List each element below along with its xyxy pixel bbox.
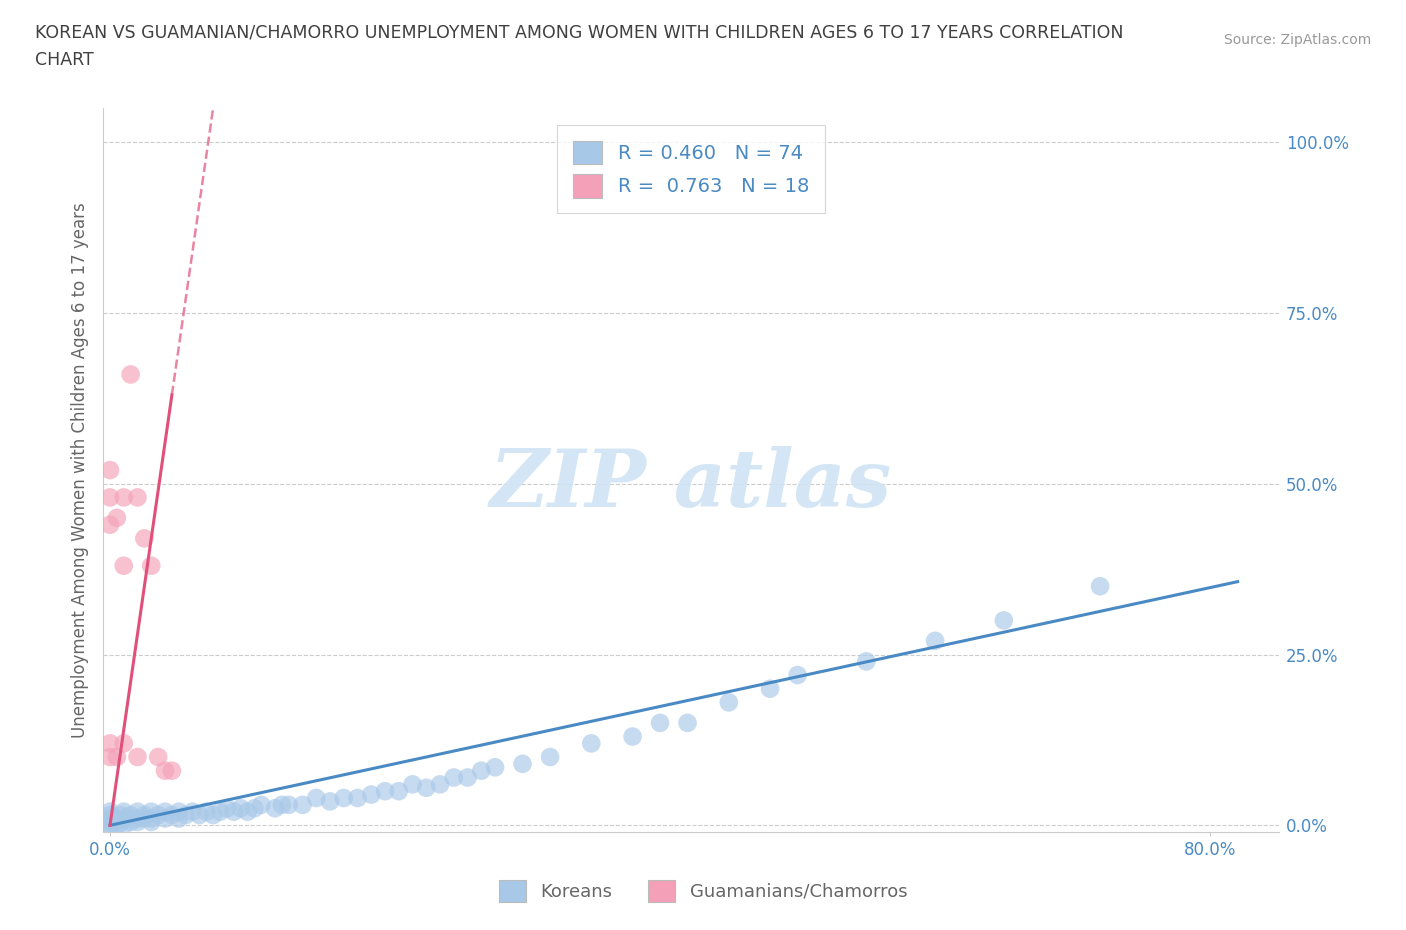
Point: [146, 807, 169, 822]
Point: [110, 807, 132, 822]
Point: [236, 804, 259, 819]
Point: [127, 490, 149, 505]
Point: [346, 790, 368, 805]
Point: [676, 715, 699, 730]
Point: [855, 654, 877, 669]
Point: [153, 804, 176, 819]
Point: [98, 517, 121, 532]
Point: [120, 807, 142, 822]
Point: [202, 807, 225, 822]
Legend: R = 0.460   N = 74, R =  0.763   N = 18: R = 0.460 N = 74, R = 0.763 N = 18: [557, 125, 824, 213]
Point: [993, 613, 1015, 628]
Point: [443, 770, 465, 785]
Point: [457, 770, 479, 785]
Point: [98, 811, 121, 826]
Point: [98, 811, 121, 826]
Point: [195, 804, 218, 819]
Point: [98, 807, 121, 822]
Point: [141, 811, 163, 826]
Point: [188, 807, 211, 822]
Point: [401, 777, 423, 791]
Point: [229, 801, 252, 816]
Point: [146, 750, 169, 764]
Point: [538, 750, 561, 764]
Point: [112, 558, 135, 573]
Point: [160, 807, 183, 822]
Point: [112, 804, 135, 819]
Point: [105, 750, 128, 764]
Point: [153, 811, 176, 826]
Legend: Koreans, Guamanians/Chamorros: Koreans, Guamanians/Chamorros: [484, 866, 922, 916]
Point: [415, 780, 437, 795]
Point: [374, 784, 396, 799]
Point: [924, 633, 946, 648]
Point: [305, 790, 328, 805]
Point: [134, 811, 156, 826]
Point: [360, 787, 382, 802]
Point: [759, 682, 782, 697]
Point: [264, 801, 287, 816]
Point: [127, 804, 149, 819]
Point: [98, 817, 121, 832]
Point: [112, 817, 135, 832]
Point: [110, 815, 132, 830]
Point: [153, 764, 176, 778]
Point: [112, 490, 135, 505]
Point: [112, 736, 135, 751]
Point: [141, 804, 163, 819]
Point: [105, 811, 128, 826]
Y-axis label: Unemployment Among Women with Children Ages 6 to 17 years: Unemployment Among Women with Children A…: [72, 202, 89, 738]
Point: [174, 807, 197, 822]
Point: [127, 750, 149, 764]
Point: [98, 750, 121, 764]
Point: [98, 462, 121, 477]
Point: [98, 736, 121, 751]
Point: [105, 817, 128, 832]
Point: [120, 815, 142, 830]
Text: Source: ZipAtlas.com: Source: ZipAtlas.com: [1223, 33, 1371, 46]
Point: [319, 794, 342, 809]
Point: [470, 764, 492, 778]
Point: [167, 804, 190, 819]
Point: [208, 804, 231, 819]
Point: [1088, 578, 1111, 593]
Point: [222, 804, 245, 819]
Text: ZIP atlas: ZIP atlas: [489, 445, 893, 524]
Point: [141, 815, 163, 830]
Point: [141, 558, 163, 573]
Point: [215, 801, 238, 816]
Point: [648, 715, 671, 730]
Point: [127, 811, 149, 826]
Point: [112, 811, 135, 826]
Point: [429, 777, 451, 791]
Point: [621, 729, 644, 744]
Point: [120, 367, 142, 382]
Point: [160, 764, 183, 778]
Point: [291, 797, 314, 812]
Point: [333, 790, 356, 805]
Text: KOREAN VS GUAMANIAN/CHAMORRO UNEMPLOYMENT AMONG WOMEN WITH CHILDREN AGES 6 TO 17: KOREAN VS GUAMANIAN/CHAMORRO UNEMPLOYMEN…: [35, 23, 1123, 41]
Point: [786, 668, 808, 683]
Point: [484, 760, 506, 775]
Point: [388, 784, 411, 799]
Point: [717, 695, 740, 710]
Point: [98, 804, 121, 819]
Point: [277, 797, 299, 812]
Point: [127, 815, 149, 830]
Point: [250, 797, 273, 812]
Point: [105, 511, 128, 525]
Point: [270, 797, 292, 812]
Point: [167, 811, 190, 826]
Point: [181, 804, 204, 819]
Point: [134, 807, 156, 822]
Point: [134, 531, 156, 546]
Point: [98, 813, 121, 828]
Text: CHART: CHART: [35, 51, 94, 69]
Point: [512, 756, 534, 771]
Point: [98, 817, 121, 832]
Point: [581, 736, 603, 751]
Point: [98, 490, 121, 505]
Point: [98, 815, 121, 830]
Point: [243, 801, 266, 816]
